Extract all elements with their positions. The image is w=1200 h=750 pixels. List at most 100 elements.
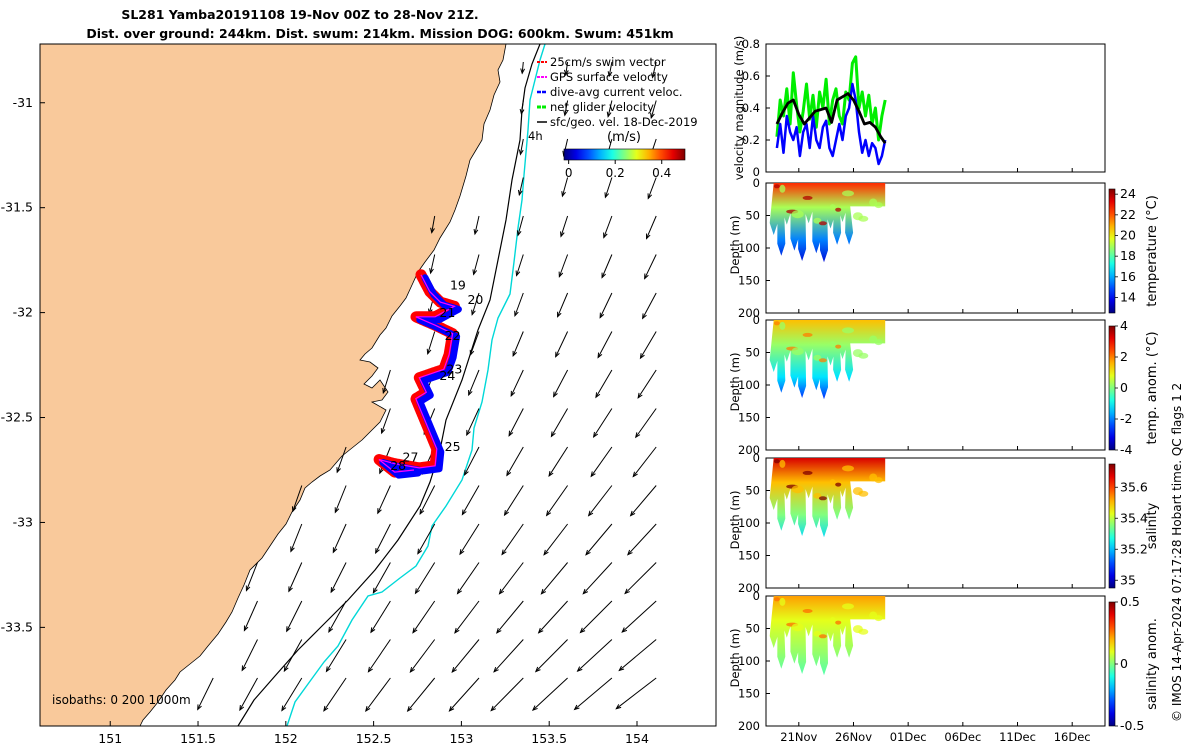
current-vector-head [291,506,297,513]
section-cbar-tick-label: 0.5 [1120,594,1140,609]
map-panel: 151 151.5 152 152.5 153 153.5 154 -31 -31.5 -32 -3… [1,43,717,746]
time-tick-label: 21Nov [780,730,817,744]
section-speckle [813,492,822,499]
current-vector-head [555,351,560,358]
current-vector-shaft [550,408,569,437]
section-speckle [818,221,827,226]
current-vector-shaft [637,369,657,399]
current-vector-head [585,549,591,556]
current-vector-head [548,470,554,478]
current-vector-shaft [375,523,391,554]
current-vector-shaft [459,523,480,555]
current-vector-shaft [582,562,613,595]
current-vector-shaft [627,523,657,555]
current-vector-shaft [557,292,569,317]
current-vector-head [501,549,507,556]
section-ylabel: Depth (m) [728,353,742,412]
current-vector-head [603,232,608,239]
current-vector-head [490,705,496,712]
section-speckle [813,217,822,224]
current-vector-head [601,272,606,279]
current-vector-head [629,510,636,517]
section-cbar-tick-label: 35.6 [1120,479,1148,494]
current-vector-shaft [508,408,524,436]
speed-colorbar [563,148,686,161]
current-vector-head [587,510,594,517]
section-speckle [874,615,883,622]
time-tick-label: 26Nov [835,730,872,744]
section-speckle [779,459,786,468]
section-cbar-tick-label: 20 [1120,228,1136,243]
current-vector-head [430,227,435,234]
current-vector-head [281,705,287,712]
section-speckle [842,190,854,197]
current-vector-shaft [471,292,480,315]
current-vector-head [508,430,514,437]
section-ytick-label: 0 [753,451,760,465]
current-vector-head [454,627,460,634]
current-vector-head [506,470,512,477]
velocity-ytick-label: 0.4 [742,101,760,115]
velocity-series-dive [775,82,887,166]
current-vector-shaft [632,446,657,477]
current-vector-head [429,268,434,275]
current-vector-shaft [474,215,480,235]
section-speckle [858,215,869,222]
map-xtick-label: 152 [274,731,298,746]
current-vector-shaft [585,523,613,556]
section-cbar-tick-label: 0 [1120,380,1128,395]
current-vector-shaft [621,600,657,633]
current-vector-shaft [370,600,391,633]
colorbar-tick-label: 0 [565,166,573,180]
current-vector-head [498,588,505,595]
current-vector-head [582,588,589,595]
current-vector-shaft [368,639,391,673]
current-vector-head [621,627,628,633]
current-vector-head [379,468,384,475]
current-vector-head [635,432,641,439]
current-vector-head [328,626,334,633]
current-vector-shaft [555,331,569,357]
section-speckle [874,339,883,346]
current-vector-head [531,705,538,711]
section-cbar-tick-label: 0 [1120,656,1128,671]
current-vector-shaft [580,600,613,633]
current-vector-shaft [336,446,347,473]
section-speckle [818,358,827,363]
current-vector-shaft [431,215,436,233]
section-speckle [835,482,842,487]
current-vector-shaft [427,331,436,354]
map-xtick-label: 154 [625,731,649,746]
map-legend: 25cm/s swim vector GPS surface velocity … [528,55,698,180]
section-cbar-tick-label: 35.4 [1120,510,1148,525]
current-vector-shaft [538,600,568,634]
current-vector-head [414,588,420,595]
current-vector-shaft [590,446,613,477]
current-vector-head [493,666,499,673]
current-vector-shaft [599,292,613,318]
current-vector-shaft [642,292,657,319]
section-data-field [769,183,886,263]
current-vector-head [451,667,457,673]
current-vector-shaft [595,369,613,398]
current-vector-head [560,231,565,238]
current-vector-head [604,192,610,199]
section-speckle [813,354,822,361]
current-vector-head [380,428,386,435]
current-vector-shaft [493,639,524,673]
current-vector-shaft [412,600,436,633]
current-vector-shaft [372,562,391,593]
current-vector-shaft [365,677,391,712]
current-vector-head [325,666,331,673]
current-vector-shaft [601,254,613,278]
current-vector-head [495,627,502,634]
current-vector-head [537,627,544,634]
section-ytick-label: 50 [745,209,760,223]
current-vector-head [468,389,473,397]
section-colorbar [1108,601,1116,727]
current-vector-shaft [417,523,436,554]
section-ylabel: Depth (m) [728,491,742,550]
